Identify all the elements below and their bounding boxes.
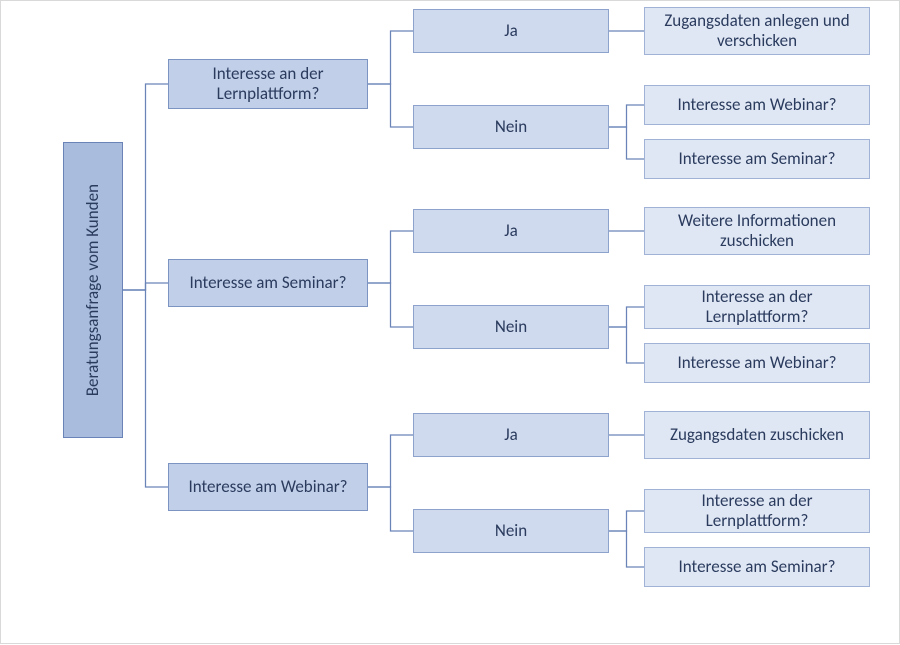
node-label: Nein	[495, 521, 527, 541]
node-label: Ja	[504, 425, 518, 445]
node-label: Zugangsdaten anlegen und verschicken	[651, 11, 863, 52]
node-root: Beratungsanfrage vom Kunden	[63, 142, 123, 438]
edge-q2-nein-q2-nein-a	[609, 307, 644, 327]
edge-q1-q1-ja	[368, 31, 413, 84]
edge-q1-nein-q1-nein-a	[609, 105, 644, 127]
node-label: Interesse an der Lernplattform?	[651, 287, 863, 328]
edge-root-q1	[123, 84, 168, 290]
node-label: Interesse am Webinar?	[677, 95, 836, 115]
node-q2-nein: Nein	[413, 305, 609, 349]
edge-q3-q3-ja	[368, 435, 413, 487]
node-q1: Interesse an der Lernplattform?	[168, 59, 368, 109]
node-label: Ja	[504, 21, 518, 41]
node-label: Zugangsdaten zuschicken	[670, 425, 844, 445]
node-q2: Interesse am Seminar?	[168, 259, 368, 307]
node-q3-nein-b: Interesse am Seminar?	[644, 547, 870, 587]
edge-q3-nein-q3-nein-a	[609, 511, 644, 531]
node-q3-ja: Ja	[413, 413, 609, 457]
edge-q3-q3-nein	[368, 487, 413, 531]
edge-q3-nein-q3-nein-b	[609, 531, 644, 567]
node-label: Interesse an der Lernplattform?	[651, 491, 863, 532]
node-label: Beratungsanfrage vom Kunden	[83, 184, 103, 396]
node-q2-nein-a: Interesse an der Lernplattform?	[644, 285, 870, 329]
node-q1-ja-a: Zugangsdaten anlegen und verschicken	[644, 7, 870, 55]
diagram-canvas: Beratungsanfrage vom Kunden Interesse an …	[0, 0, 900, 644]
node-q3-nein-a: Interesse an der Lernplattform?	[644, 489, 870, 533]
node-q1-nein: Nein	[413, 105, 609, 149]
edge-root-q3	[123, 290, 168, 487]
edge-root-q2	[123, 283, 168, 290]
node-q3-nein: Nein	[413, 509, 609, 553]
node-label: Ja	[504, 221, 518, 241]
node-label: Nein	[495, 117, 527, 137]
edge-q1-nein-q1-nein-b	[609, 127, 644, 159]
node-q3: Interesse am Webinar?	[168, 463, 368, 511]
node-q2-nein-b: Interesse am Webinar?	[644, 343, 870, 383]
node-q1-nein-b: Interesse am Seminar?	[644, 139, 870, 179]
edge-q2-q2-nein	[368, 283, 413, 327]
node-q1-nein-a: Interesse am Webinar?	[644, 85, 870, 125]
node-label: Interesse am Seminar?	[679, 557, 836, 577]
node-label: Interesse am Seminar?	[190, 273, 347, 293]
node-q2-ja-a: Weitere Informationen zuschicken	[644, 207, 870, 255]
node-label: Interesse am Seminar?	[679, 149, 836, 169]
edge-q2-q2-ja	[368, 231, 413, 283]
node-label: Weitere Informationen zuschicken	[651, 211, 863, 252]
node-label: Interesse am Webinar?	[188, 477, 347, 497]
edge-q1-q1-nein	[368, 84, 413, 127]
node-q1-ja: Ja	[413, 9, 609, 53]
node-label: Interesse am Webinar?	[677, 353, 836, 373]
node-label: Interesse an der Lernplattform?	[175, 64, 361, 105]
node-q3-ja-a: Zugangsdaten zuschicken	[644, 411, 870, 459]
edge-q2-nein-q2-nein-b	[609, 327, 644, 363]
node-label: Nein	[495, 317, 527, 337]
node-q2-ja: Ja	[413, 209, 609, 253]
